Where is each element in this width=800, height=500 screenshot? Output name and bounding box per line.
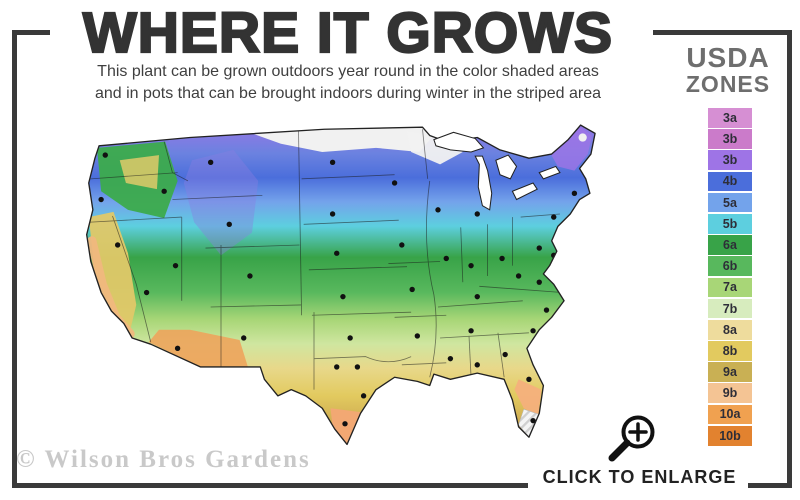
south-texas-orange-tip xyxy=(330,408,363,445)
legend-swatch-9b-13: 9b xyxy=(708,383,752,404)
lake-michigan xyxy=(474,155,493,211)
city-dot xyxy=(551,214,557,220)
state-borders xyxy=(88,129,563,390)
city-dot xyxy=(468,262,474,269)
city-dot xyxy=(354,364,361,370)
city-dot xyxy=(329,159,336,166)
city-dot xyxy=(474,362,480,368)
legend-swatch-3a-0: 3a xyxy=(708,108,752,128)
southwest-orange-area xyxy=(148,329,248,367)
subtitle: This plant can be grown outdoors year ro… xyxy=(42,61,654,104)
city-dot xyxy=(536,245,542,251)
usda-zone-map[interactable] xyxy=(66,118,624,466)
legend-swatch-7b-9: 7b xyxy=(708,298,752,319)
city-dot xyxy=(241,335,247,341)
watermark: © Wilson Bros Gardens xyxy=(16,446,311,473)
legend-swatch-10b-15: 10b xyxy=(708,425,752,446)
legend-swatch-10a-14: 10a xyxy=(708,404,752,425)
city-dot xyxy=(409,286,415,293)
legend-swatch-8b-11: 8b xyxy=(708,341,752,361)
city-dot xyxy=(161,188,167,194)
legend-swatch-8a-10: 8a xyxy=(708,319,752,340)
lake-huron xyxy=(495,154,518,180)
zone-legend: 3a 3b 3b 4b 5a 5b 6a 6b 7a 7b 8a 8b 9a 9b 10a 10b xyxy=(708,108,752,446)
city-dot xyxy=(422,384,429,391)
legend-swatch-3b-1: 3b xyxy=(708,129,752,149)
legend-swatch-7a-8: 7a xyxy=(708,277,752,298)
maine-white-spot xyxy=(578,133,587,142)
city-dot xyxy=(143,289,150,296)
great-lakes xyxy=(433,131,561,211)
california-valley-yellow xyxy=(88,211,137,331)
city-dot xyxy=(414,333,421,339)
city-dot xyxy=(536,279,542,285)
city-dot xyxy=(98,196,104,203)
columbia-plateau-tan xyxy=(119,155,159,190)
frame-right-edge xyxy=(787,30,792,488)
legend-swatch-5b-5: 5b xyxy=(708,213,752,234)
subtitle-line-2: and in pots that can be brought indoors … xyxy=(94,84,602,102)
us-outline xyxy=(85,124,596,446)
lake-ontario xyxy=(538,165,561,180)
city-dot xyxy=(329,211,336,217)
city-dot xyxy=(360,393,367,399)
frame-bottom-left-segment xyxy=(12,483,528,488)
frame-top-left-segment xyxy=(12,30,50,35)
city-dot xyxy=(474,293,480,300)
city-dot xyxy=(347,335,353,341)
city-dot xyxy=(502,351,508,358)
page-title: WHERE IT GROWS xyxy=(82,0,614,66)
legend-swatch-4b-3: 4b xyxy=(708,171,752,192)
legend-swatch-6b-7: 6b xyxy=(708,256,752,276)
city-dot xyxy=(499,255,505,262)
magnifying-glass-plus-icon[interactable] xyxy=(602,410,664,466)
legend-swatch-5a-4: 5a xyxy=(708,192,752,213)
legend-swatch-9a-12: 9a xyxy=(708,362,752,382)
north-cold-white-area xyxy=(252,125,432,152)
city-dot xyxy=(102,152,108,158)
north-minnesota-white xyxy=(407,131,463,165)
city-dot xyxy=(468,328,474,334)
city-dot xyxy=(571,190,578,197)
city-dot xyxy=(530,328,536,334)
legend-title-zones: ZONES xyxy=(685,71,771,97)
rockies-cold-patch xyxy=(183,149,259,256)
city-dot xyxy=(474,211,480,217)
city-dot xyxy=(526,376,532,383)
city-dot xyxy=(443,255,449,262)
city-dot xyxy=(399,242,405,248)
city-dot xyxy=(334,364,340,370)
city-dot xyxy=(114,242,121,248)
usda-zones-legend-title: USDA ZONES xyxy=(678,44,778,97)
frame-left-edge xyxy=(12,30,17,488)
florida-peach-area xyxy=(514,379,542,416)
city-dot xyxy=(207,159,214,166)
city-dot xyxy=(172,262,179,269)
city-dot xyxy=(447,355,454,362)
frame-bottom-right-segment xyxy=(748,483,792,488)
city-dot xyxy=(515,273,522,279)
city-dot xyxy=(226,221,232,228)
city-dot xyxy=(530,417,536,424)
lake-erie xyxy=(511,182,538,201)
lake-superior xyxy=(433,131,485,153)
city-dot xyxy=(334,250,340,256)
usda-zone-map-svg xyxy=(85,124,596,446)
city-dot xyxy=(340,293,346,300)
city-dot xyxy=(435,207,441,213)
click-to-enlarge-label[interactable]: CLICK TO ENLARGE xyxy=(542,467,737,487)
legend-title-usda: USDA xyxy=(686,42,770,73)
city-dot xyxy=(391,180,398,186)
subtitle-line-1: This plant can be grown outdoors year ro… xyxy=(97,63,599,80)
city-dot xyxy=(342,421,348,427)
legend-swatch-6a-6: 6a xyxy=(708,235,752,255)
city-dot xyxy=(543,307,550,313)
city-dot xyxy=(174,345,181,352)
city-dot xyxy=(577,211,584,217)
city-dot xyxy=(247,273,253,279)
legend-swatch-3b-2: 3b xyxy=(708,150,752,171)
frame-top-right-segment xyxy=(653,30,792,35)
